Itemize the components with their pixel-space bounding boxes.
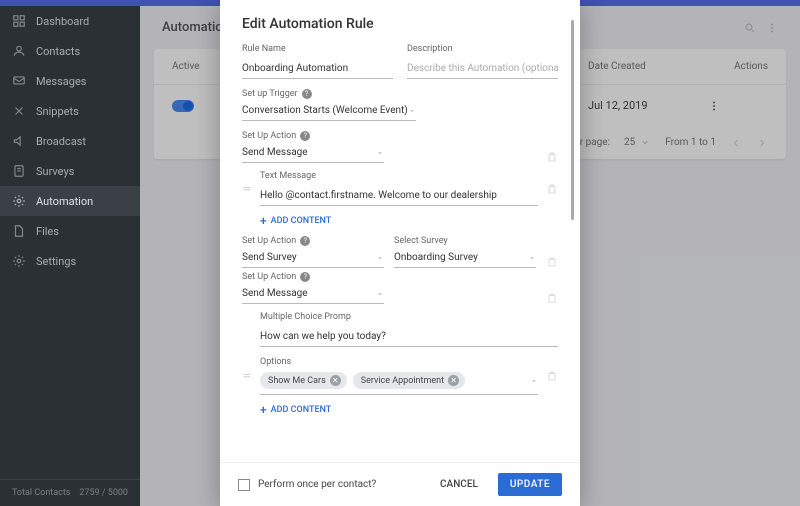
chip: Show Me Cars✕ (260, 372, 347, 389)
update-button[interactable]: UPDATE (498, 473, 562, 496)
help-icon[interactable]: ? (300, 272, 310, 282)
help-icon[interactable]: ? (300, 131, 310, 141)
mcp-input[interactable] (260, 327, 558, 347)
help-icon[interactable]: ? (302, 89, 312, 99)
files-icon (12, 224, 26, 238)
chip-remove-icon[interactable]: ✕ (330, 375, 341, 386)
add-content-button[interactable]: +ADD CONTENT (260, 216, 558, 226)
broadcast-icon (12, 134, 26, 148)
sidebar-item-surveys[interactable]: Surveys (0, 156, 140, 186)
perform-once-checkbox[interactable] (238, 479, 250, 491)
help-icon[interactable]: ? (300, 236, 310, 246)
contacts-icon (12, 44, 26, 58)
snippets-icon (12, 104, 26, 118)
delete-icon[interactable] (546, 183, 558, 195)
delete-icon[interactable] (546, 292, 558, 304)
action2-select[interactable]: Send Survey (242, 248, 384, 268)
edit-automation-dialog: Edit Automation Rule Rule Name Descripti… (220, 0, 580, 506)
delete-icon[interactable] (546, 256, 558, 268)
automation-icon (12, 194, 26, 208)
sidebar: DashboardContactsMessagesSnippetsBroadca… (0, 6, 140, 506)
drag-icon[interactable] (242, 371, 252, 381)
cancel-button[interactable]: CANCEL (428, 473, 490, 496)
add-content-button[interactable]: +ADD CONTENT (260, 405, 558, 415)
settings-icon (12, 254, 26, 268)
messages-icon (12, 74, 26, 88)
dialog-scrollbar[interactable] (571, 20, 574, 220)
sidebar-item-contacts[interactable]: Contacts (0, 36, 140, 66)
sidebar-item-automation[interactable]: Automation (0, 186, 140, 216)
sidebar-footer: Total Contacts 2759 / 5000 (0, 479, 140, 506)
options-select[interactable]: Show Me Cars✕ Service Appointment✕ (260, 369, 538, 395)
description-input[interactable] (407, 59, 558, 79)
chip-remove-icon[interactable]: ✕ (448, 375, 459, 386)
sidebar-item-messages[interactable]: Messages (0, 66, 140, 96)
action1-select[interactable]: Send Message (242, 143, 384, 163)
action3-select[interactable]: Send Message (242, 284, 384, 304)
rule-name-input[interactable] (242, 59, 393, 79)
sidebar-item-broadcast[interactable]: Broadcast (0, 126, 140, 156)
delete-icon[interactable] (546, 370, 558, 382)
sidebar-item-files[interactable]: Files (0, 216, 140, 246)
sidebar-item-dashboard[interactable]: Dashboard (0, 6, 140, 36)
chip: Service Appointment✕ (353, 372, 465, 389)
sidebar-item-settings[interactable]: Settings (0, 246, 140, 276)
survey-select[interactable]: Onboarding Survey (394, 248, 536, 268)
surveys-icon (12, 164, 26, 178)
dashboard-icon (12, 14, 26, 28)
drag-icon[interactable] (242, 184, 252, 194)
trigger-select[interactable]: Conversation Starts (Welcome Event) (242, 101, 416, 121)
sidebar-item-snippets[interactable]: Snippets (0, 96, 140, 126)
text-message-input[interactable] (260, 186, 538, 206)
dialog-title: Edit Automation Rule (242, 16, 558, 32)
delete-icon[interactable] (546, 151, 558, 163)
